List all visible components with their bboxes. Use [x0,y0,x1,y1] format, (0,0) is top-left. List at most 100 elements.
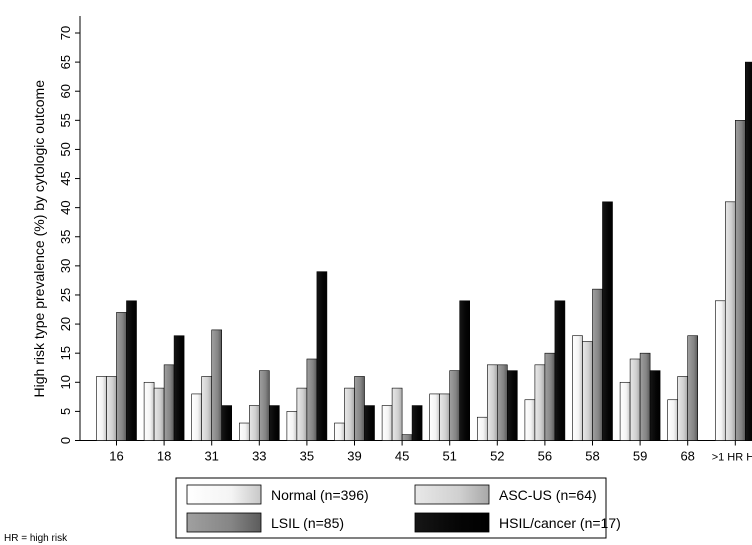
bar [554,300,566,441]
bar [116,312,127,441]
x-tick-label: 33 [252,449,266,464]
x-tick-label: 35 [300,449,314,464]
legend-label: ASC-US (n=64) [499,487,597,503]
x-tick-label: 31 [204,449,218,464]
bar-group [667,335,699,441]
bar [163,364,175,441]
bar [602,201,613,441]
bar [316,271,328,441]
bar [572,335,583,441]
bar-group [476,364,518,441]
x-tick-label: 52 [490,449,504,464]
bar [639,352,651,441]
bar [411,405,423,441]
bar [258,370,270,441]
bar [506,370,518,441]
legend-swatch [186,512,262,533]
bar [734,120,746,441]
bar [667,399,679,441]
legend-label: Normal (n=396) [271,487,369,503]
bar-group [286,271,328,441]
bar [153,387,165,441]
legend-item: HSIL/cancer (n=17) [414,512,621,533]
bar [286,411,298,441]
y-tick-label: 20 [58,317,73,331]
bar [126,300,137,441]
bar [344,387,355,441]
bar [211,329,222,441]
bar-group [143,335,185,441]
y-tick-label: 70 [58,26,73,40]
bar [191,393,202,441]
bar [429,393,441,441]
bar [268,405,280,441]
y-tick-label: 55 [58,113,73,127]
bar [221,405,232,441]
bar [582,341,593,441]
bar [449,370,461,441]
legend-swatch [414,484,490,505]
x-tick-label: 68 [680,449,694,464]
bar [459,300,471,441]
x-tick-label: 56 [538,449,552,464]
bar-group [524,300,566,441]
bar-group [96,300,137,441]
legend-item: LSIL (n=85) [186,512,344,533]
legend: Normal (n=396) ASC-US (n=64) LSIL (n=85) HS… [175,477,621,539]
bar [201,376,212,441]
y-tick-label: 15 [58,346,73,360]
y-tick-label: 60 [58,84,73,98]
bar [476,416,488,441]
bar [619,381,631,441]
bar-group [381,387,423,441]
legend-item: Normal (n=396) [186,484,369,505]
y-tick-label: 25 [58,288,73,302]
x-tick-label: 59 [633,449,647,464]
bar [143,381,155,441]
bar [391,387,403,441]
x-tick-label: 51 [442,449,456,464]
bar [724,201,736,441]
bar [381,405,393,441]
bar-group [191,329,232,441]
bar [744,61,752,441]
bar-group [334,376,375,441]
bar [354,376,365,441]
x-tick-label: 58 [585,449,599,464]
bar [496,364,508,441]
x-tick-label: 16 [109,449,123,464]
plot-area: 0 5 10 15 20 25 30 35 40 45 50 55 60 65 70 High risk ty… [31,16,752,464]
legend-label: LSIL (n=85) [271,515,344,531]
y-tick-label: 10 [58,375,73,389]
bar [173,335,185,441]
bar [486,364,498,441]
bar [714,300,726,441]
y-axis-title: High risk type prevalence (%) by cytolog… [31,80,47,398]
legend-item: ASC-US (n=64) [414,484,597,505]
footnote: HR = high risk [4,533,68,544]
x-tick-label: 18 [157,449,171,464]
bar [687,335,699,441]
bar-group [429,300,471,441]
y-tick-label: 65 [58,55,73,69]
bar [296,387,308,441]
y-tick-label: 50 [58,142,73,156]
x-tick-label: 39 [347,449,361,464]
y-tick-label: 30 [58,259,73,273]
bar [401,434,413,441]
bar [249,405,260,441]
bar [439,393,451,441]
bar [364,405,375,441]
bar-group [714,61,752,441]
legend-swatch [186,484,262,505]
bar [524,399,536,441]
bar [629,358,641,441]
bar [334,422,345,441]
bar [677,376,689,441]
x-tick-label: 45 [395,449,409,464]
y-tick-label: 45 [58,171,73,185]
y-tick-label: 40 [58,200,73,214]
bar [592,288,603,441]
y-tick-label: 5 [58,408,73,415]
